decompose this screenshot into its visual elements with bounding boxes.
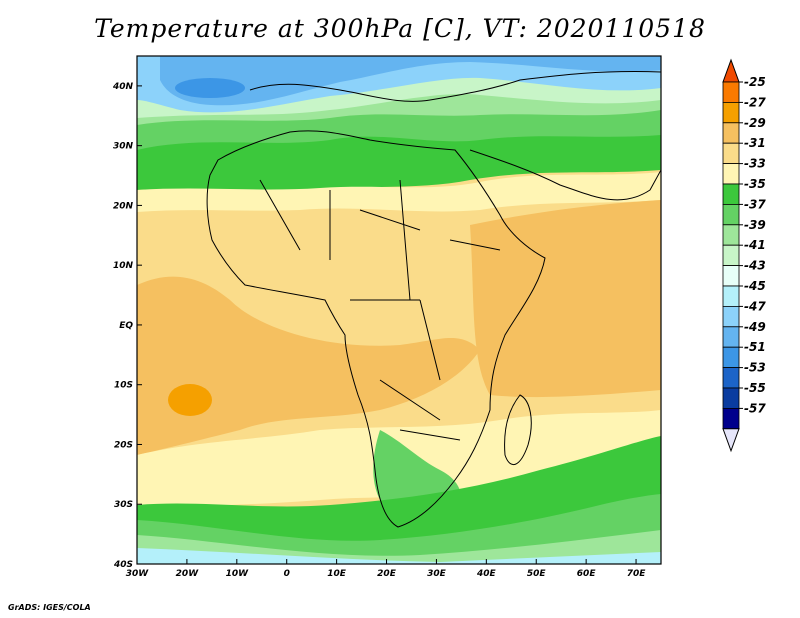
map-title: Temperature at 300hPa [C], VT: 202011051… [94,14,706,43]
colorbar-swatch [722,285,740,307]
colorbar-swatch [722,81,740,103]
colorbar-label: -53 [744,361,766,375]
colorbar-swatch [722,122,740,144]
field-south-cyan [137,548,661,564]
field-warm-spot-atlantic [168,384,212,416]
lon-tick-label: 50E [527,569,547,579]
colorbar-swatch [722,203,740,226]
colorbar-label: -41 [744,238,766,252]
colorbar-swatch [722,265,740,287]
lat-tick-label: 40S [113,560,133,570]
colorbar-label: -51 [744,340,766,354]
colorbar-label: -33 [744,157,766,171]
lon-tick-label: 30E [427,569,447,579]
field-north-pale-yellow [137,172,661,212]
lon-tick-label: 20W [176,569,200,579]
field-cold-core [175,78,245,98]
colorbar-swatch [722,244,740,266]
colorbar-label: -29 [744,116,766,130]
colorbar-label: -39 [744,218,766,232]
lon-tick-label: 10W [226,569,250,579]
colorbar-bottom-arrow-icon [722,428,740,453]
colorbar-swatch [722,163,740,185]
colorbar-swatch [722,407,740,430]
colorbar-label: -35 [744,177,766,191]
colorbar-label: -31 [744,136,766,150]
colorbar-swatch [722,142,740,164]
colorbar-swatch [722,346,740,369]
lat-tick-label: 20S [114,440,133,450]
colorbar-label: -49 [744,320,766,334]
latitude-axis: 40N 30N 20N 10N EQ 10S 20S 30S 40S [112,82,142,570]
lat-tick-label: 40N [112,82,134,92]
colorbar-top-arrow-icon [722,58,740,83]
field-orange-east [470,200,661,398]
colorbar-label: -55 [744,381,766,395]
colorbar-label: -47 [744,299,766,313]
field-band-north-blue [160,56,661,106]
lat-tick-label: 30N [113,142,134,152]
lon-tick-label: 30W [126,569,150,579]
colorbar-label: -27 [744,95,766,109]
lon-tick-label: 60E [577,569,597,579]
lon-tick-label: 70E [627,569,647,579]
europe-coastline [249,71,661,102]
field-orange-west [137,276,480,455]
colorbar-label: -25 [744,75,766,89]
lat-tick-label: 20N [113,201,134,211]
credit-text: GrADS: IGES/COLA [8,603,91,612]
lon-tick-label: 10E [327,569,347,579]
lat-tick-label: 10S [114,381,133,391]
colorbar-swatch [722,387,740,409]
colorbar-swatch [722,183,740,205]
colorbar-label: -37 [744,197,766,211]
colorbar-label: -43 [744,259,766,273]
country-borders [259,179,501,441]
colorbar-swatch [722,224,740,246]
lat-tick-label: 30S [114,500,133,510]
africa-coastline [206,130,546,528]
colorbar-swatch [722,102,740,124]
colorbar-label: -57 [744,401,766,415]
colorbar-swatch [722,305,740,328]
plot-frame [136,55,662,565]
longitude-axis: 30W 20W 10W 0 10E 20E 30E 40E 50E 60E 70E [126,559,646,579]
coastlines [206,71,661,528]
colorbar-swatch [722,326,740,348]
colorbar-swatch [722,367,740,389]
lon-tick-label: 40E [476,569,497,579]
lat-tick-label: EQ [119,321,133,331]
lon-tick-label: 0 [284,569,290,579]
arabia-coastline [469,149,661,201]
madagascar-coastline [504,394,532,465]
contour-field [137,56,661,564]
lat-tick-label: 10N [113,261,134,271]
colorbar: -25 -27 -29 -31 -33 -35 -37 -39 -41 -43 -45 -47 -49 -… [722,58,766,453]
colorbar-label: -45 [744,279,766,293]
lon-tick-label: 20E [377,569,397,579]
